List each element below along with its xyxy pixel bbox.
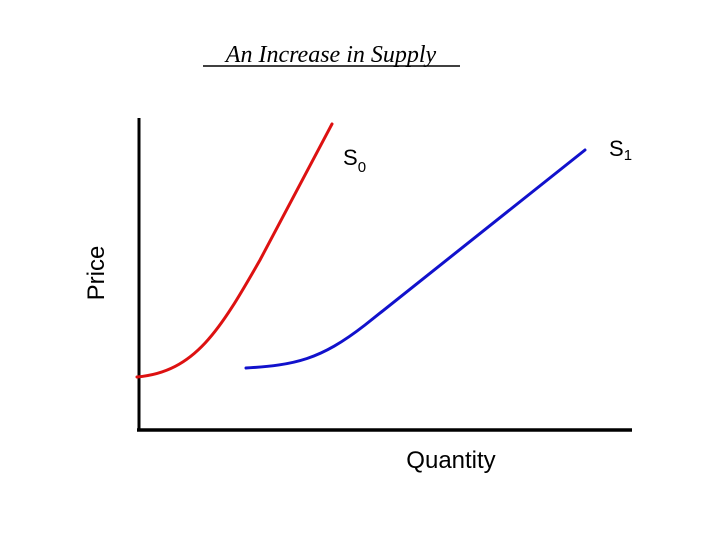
s0-label: S0	[343, 145, 366, 176]
s1-label-subscript: 1	[624, 147, 632, 164]
supply-curve-s1	[244, 148, 587, 370]
s1-label-main: S	[609, 136, 624, 161]
y-axis-label: Price	[83, 246, 110, 301]
diagram-title: An Increase in Supply	[224, 42, 437, 68]
x-axis-label: Quantity	[406, 447, 495, 474]
s0-label-main: S	[343, 145, 358, 170]
s0-label-subscript: 0	[358, 159, 366, 176]
diagram-title-group: An Increase in Supply	[203, 42, 460, 68]
supply-curve-s0	[135, 122, 334, 379]
s1-label: S1	[609, 136, 632, 164]
